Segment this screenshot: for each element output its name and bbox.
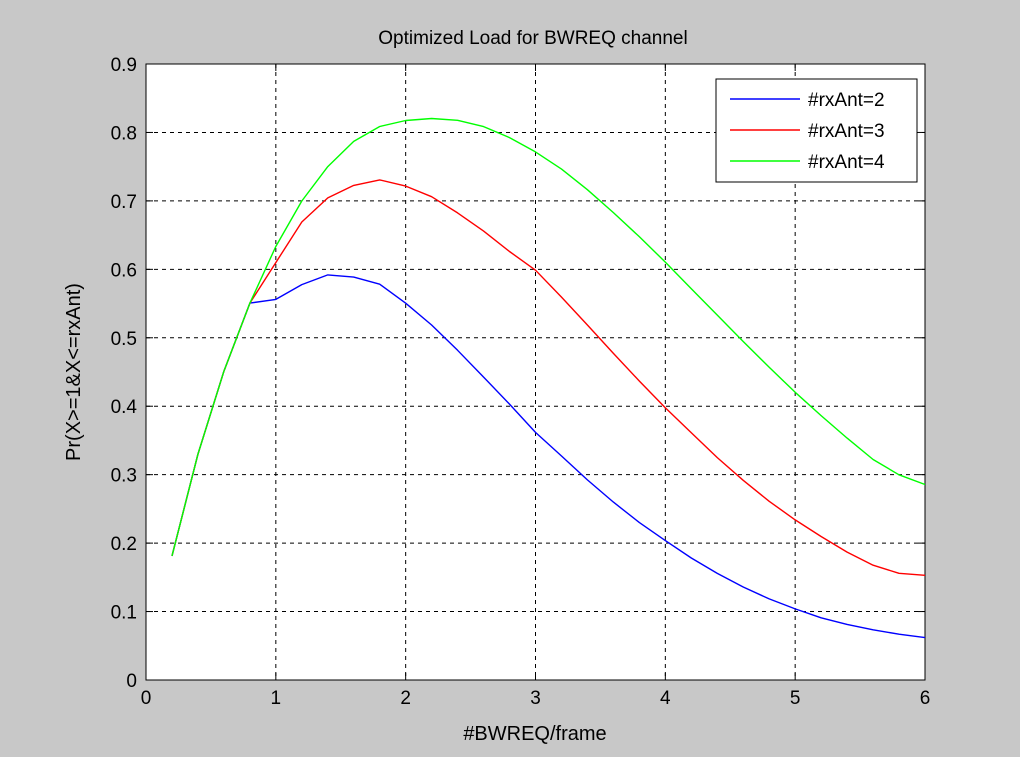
x-tick-label: 5 xyxy=(790,688,801,709)
y-tick-label: 0.7 xyxy=(111,192,137,213)
series-line-rxant-3 xyxy=(171,179,926,576)
series-lines xyxy=(171,117,926,639)
chart-title: Optimized Load for BWREQ channel xyxy=(378,28,687,49)
legend-label: #rxAnt=4 xyxy=(808,152,885,173)
axis-ticks: 0 1 2 3 4 5 6 0 0.1 0.2 0.3 0.4 0.5 0.6 0.7 0.8 0.9 xyxy=(111,55,931,709)
legend-label: #rxAnt=2 xyxy=(808,90,885,111)
x-tick-label: 2 xyxy=(400,688,411,709)
y-tick-label: 0.5 xyxy=(111,329,137,350)
x-tick-label: 1 xyxy=(271,688,282,709)
series-line-rxant-2 xyxy=(171,274,926,639)
legend: #rxAnt=2 #rxAnt=3 #rxAnt=4 xyxy=(715,78,918,183)
legend-label: #rxAnt=3 xyxy=(808,121,885,142)
x-axis-label: #BWREQ/frame xyxy=(463,723,606,745)
y-tick-label: 0.6 xyxy=(111,260,137,281)
y-tick-label: 0.4 xyxy=(111,397,138,418)
x-tick-label: 3 xyxy=(530,688,541,709)
y-axis-label: Pr(X>=1&X<=rxAnt) xyxy=(63,283,85,461)
x-tick-label: 6 xyxy=(920,688,931,709)
y-tick-label: 0.3 xyxy=(111,466,137,487)
x-tick-label: 0 xyxy=(141,688,152,709)
y-tick-label: 0.8 xyxy=(111,123,137,144)
y-tick-label: 0.1 xyxy=(111,603,137,624)
x-tick-label: 4 xyxy=(660,688,671,709)
series-line-rxant-4 xyxy=(171,117,926,557)
y-tick-label: 0 xyxy=(126,671,137,692)
y-tick-label: 0.2 xyxy=(111,534,137,555)
y-tick-label: 0.9 xyxy=(111,55,137,76)
